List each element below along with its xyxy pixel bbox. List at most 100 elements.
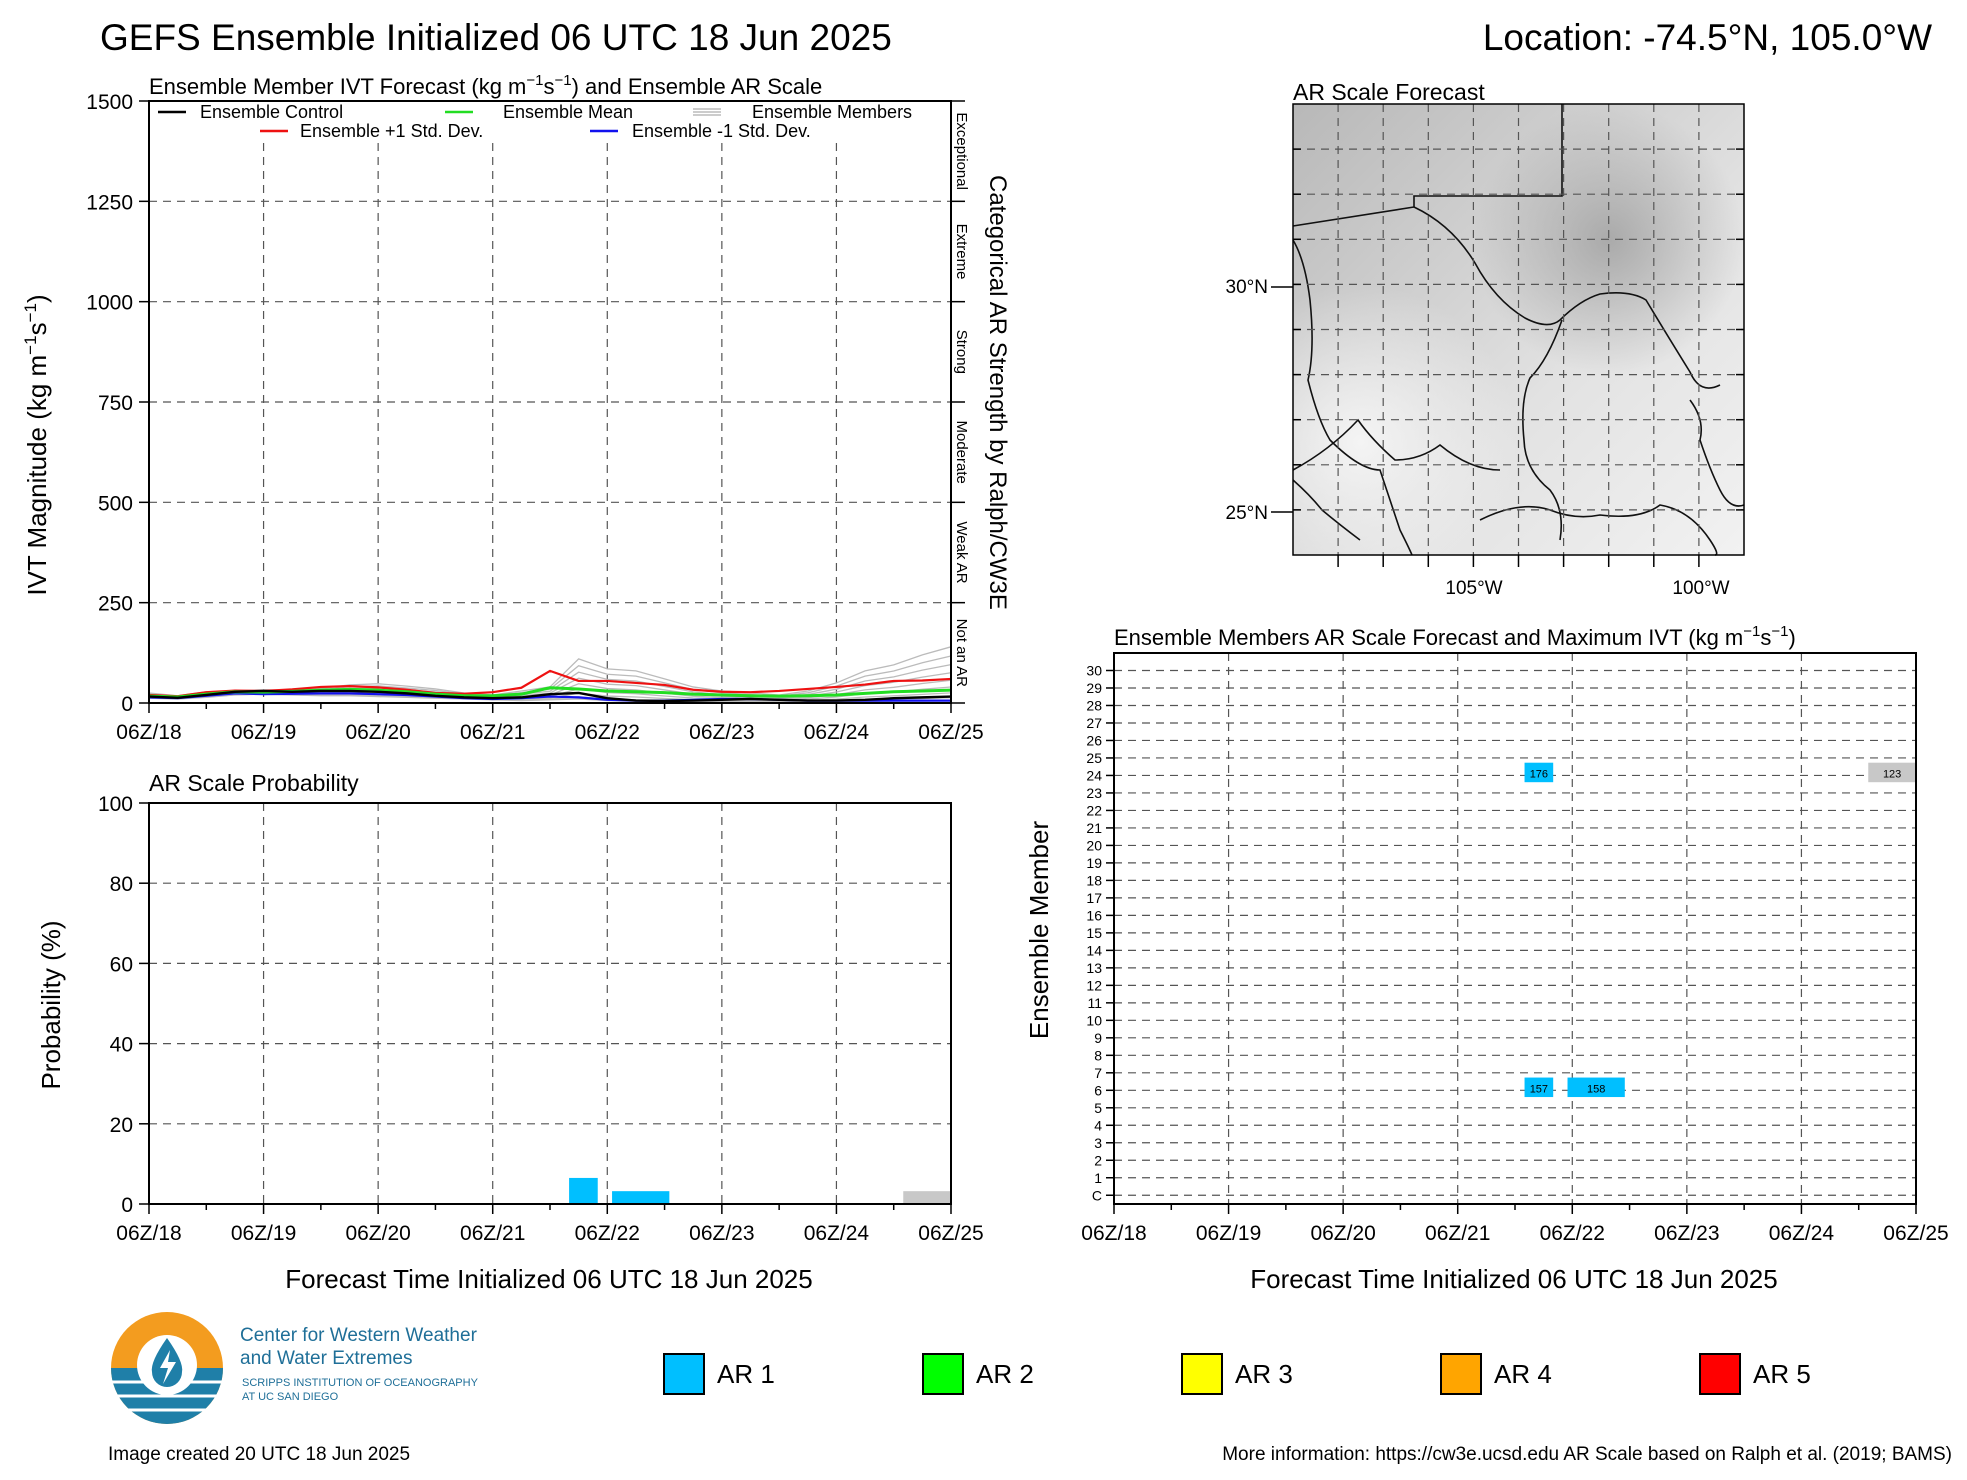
prob-x-tick-label: 06Z/23 (689, 1222, 754, 1245)
ar-legend-swatch (663, 1353, 705, 1395)
legend-plus-std-label: Ensemble +1 Std. Dev. (300, 121, 483, 141)
ivt-y-tick-label: 1500 (86, 91, 133, 114)
ar-legend-label: AR 1 (717, 1359, 775, 1389)
ivt-x-tick-label: 06Z/21 (460, 721, 525, 744)
probability-bar (612, 1191, 670, 1204)
prob-x-tick-label: 06Z/25 (918, 1222, 983, 1245)
prob-chart-frame (148, 802, 952, 1205)
member-label: 4 (1094, 1117, 1102, 1133)
map-frame (1292, 103, 1745, 556)
ar-category-label: Exceptional (953, 112, 970, 190)
member-label: 9 (1094, 1030, 1102, 1046)
map-lat-label-30n: 30°N (1226, 277, 1268, 298)
probability-bar (569, 1177, 598, 1204)
image-created-label: Image created 20 UTC 18 Jun 2025 (108, 1444, 410, 1465)
ivt-x-tick-label: 06Z/25 (918, 721, 983, 744)
ivt-y-tick-label: 250 (98, 593, 133, 616)
prob-y-tick-label: 40 (110, 1034, 133, 1057)
member-label: 17 (1086, 890, 1102, 906)
member-label: 30 (1086, 662, 1102, 678)
main-title: GEFS Ensemble Initialized 06 UTC 18 Jun … (100, 17, 892, 58)
members-chart-title-suffix: ) (1788, 625, 1795, 650)
ivt-x-tick-label: 06Z/23 (689, 721, 754, 744)
prob-x-tick-label: 06Z/19 (231, 1222, 296, 1245)
ivt-x-tick-label: 06Z/24 (804, 721, 870, 744)
ivt-y-tick-label: 750 (98, 392, 133, 415)
ivt-chart-title-prefix: Ensemble Member IVT Forecast (kg m (149, 74, 526, 99)
ar-scale-map: AR Scale Forecast 30°N 25°N 105°W 100°W (1226, 79, 1745, 599)
member-ar-event (1567, 1077, 1625, 1098)
member-x-tick-label: 06Z/21 (1425, 1222, 1490, 1245)
members-x-axis-label: Forecast Time Initialized 06 UTC 18 Jun … (1250, 1264, 1777, 1294)
member-max-ivt-label: 158 (1587, 1083, 1605, 1095)
members-chart-title-prefix: Ensemble Members AR Scale Forecast and M… (1114, 625, 1743, 650)
member-label: 25 (1086, 750, 1102, 766)
member-label: 26 (1086, 732, 1102, 748)
member-label: C (1092, 1187, 1102, 1203)
ar-legend-swatch (922, 1353, 964, 1395)
ivt-y-tick-label: 1250 (86, 191, 133, 214)
member-label: 7 (1094, 1065, 1102, 1081)
prob-x-tick-label: 06Z/18 (116, 1222, 181, 1245)
ivt-chart-title-suffix: ) and Ensemble AR Scale (572, 74, 823, 99)
ivt-x-tick-label: 06Z/19 (231, 721, 296, 744)
member-x-tick-label: 06Z/18 (1081, 1222, 1146, 1245)
logo-line1: Center for Western Weather (240, 1325, 478, 1346)
member-label: 1 (1094, 1170, 1102, 1186)
member-label: 13 (1086, 960, 1102, 976)
cw3e-logo: Center for Western Weather and Water Ext… (111, 1312, 479, 1424)
probability-y-axis-label: Probability (%) (36, 920, 66, 1089)
probability-chart-title: AR Scale Probability (149, 770, 359, 796)
ar-legend-swatch (1440, 1353, 1482, 1395)
member-label: 15 (1086, 925, 1102, 941)
ar-category-label: Weak AR (953, 521, 970, 583)
logo-line3: SCRIPPS INSTITUTION OF OCEANOGRAPHY (242, 1377, 479, 1389)
member-x-tick-label: 06Z/19 (1196, 1222, 1261, 1245)
member-label: 10 (1086, 1012, 1102, 1028)
members-chart: Ensemble Members AR Scale Forecast and M… (1024, 623, 1949, 1294)
prob-y-tick-label: 60 (110, 953, 133, 976)
ar-category-label: Extreme (953, 224, 970, 280)
member-label: 6 (1094, 1082, 1102, 1098)
member-label: 11 (1087, 995, 1102, 1011)
member-label: 3 (1094, 1135, 1102, 1151)
prob-x-tick-label: 06Z/20 (345, 1222, 410, 1245)
prob-y-tick-label: 0 (121, 1194, 133, 1217)
member-label: 23 (1086, 785, 1102, 801)
member-label: 27 (1086, 715, 1102, 731)
member-ar-event (1868, 762, 1916, 783)
member-max-ivt-label: 157 (1530, 1083, 1548, 1095)
member-label: 24 (1086, 767, 1102, 783)
map-gridlines (1293, 104, 1744, 567)
ar-legend-label: AR 4 (1494, 1359, 1552, 1389)
map-lat-label-25n: 25°N (1226, 503, 1268, 524)
map-title: AR Scale Forecast (1293, 79, 1485, 105)
ar-strength-label: Categorical AR Strength by Ralph/CW3E (984, 175, 1011, 610)
map-lon-label-105w: 105°W (1445, 578, 1502, 599)
member-ar-event (1524, 762, 1554, 783)
map-lon-label-100w: 100°W (1672, 578, 1729, 599)
ar-legend-label: AR 2 (976, 1359, 1034, 1389)
legend-members-label: Ensemble Members (752, 102, 912, 122)
ivt-y-axis-label: IVT Magnitude (kg m−1s−1) (21, 294, 52, 595)
prob-y-tick-label: 100 (98, 793, 133, 816)
member-label: 5 (1094, 1100, 1102, 1116)
location-label: Location: -74.5°N, 105.0°W (1483, 17, 1932, 58)
ivt-x-tick-label: 06Z/18 (116, 721, 181, 744)
ivt-y-axis-label-text: IVT Magnitude (kg m (22, 355, 52, 596)
ivt-y-tick-label: 0 (121, 693, 133, 716)
lightning-icon (160, 1350, 176, 1384)
member-label: 21 (1086, 820, 1102, 836)
ar-category-label: Moderate (953, 420, 970, 483)
legend-minus-std-label: Ensemble -1 Std. Dev. (632, 121, 811, 141)
member-max-ivt-label: 176 (1530, 768, 1548, 780)
ivt-y-tick-label: 1000 (86, 292, 133, 315)
prob-x-tick-label: 06Z/22 (575, 1222, 640, 1245)
legend-members-swatch (693, 108, 721, 116)
ivt-chart: Ensemble Member IVT Forecast (kg m−1s−1)… (21, 72, 1011, 744)
member-label: 20 (1086, 837, 1102, 853)
member-label: 16 (1086, 907, 1102, 923)
ensemble-control-line (148, 689, 952, 703)
member-x-tick-label: 06Z/24 (1769, 1222, 1835, 1245)
